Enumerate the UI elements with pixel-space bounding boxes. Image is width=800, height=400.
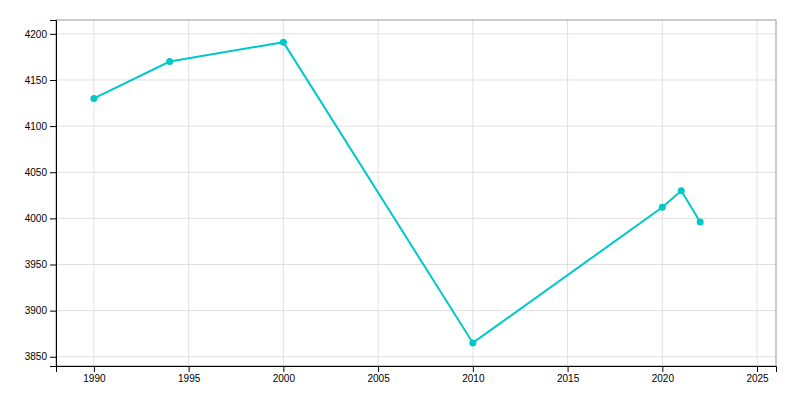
- y-tick-label: 4100: [25, 121, 48, 132]
- y-tick: 3950: [25, 259, 56, 270]
- x-tick-mark: [283, 366, 284, 372]
- y-tick: 4150: [25, 75, 56, 86]
- y-tick-label: 3900: [25, 305, 48, 316]
- grid-line-x: [662, 20, 663, 366]
- y-tick-mark: [50, 357, 56, 358]
- line: [94, 42, 700, 343]
- x-axis-line: [57, 367, 777, 373]
- x-tick: 2005: [367, 366, 390, 384]
- x-tick-label: 1990: [83, 373, 106, 384]
- x-tick: 1995: [178, 366, 201, 384]
- y-tick: 3850: [25, 351, 56, 362]
- y-tick-mark: [50, 80, 56, 81]
- y-tick-mark: [50, 218, 56, 219]
- x-axis: 1990 1995 2000 2005 2010 2015 2020 2025: [57, 366, 777, 384]
- y-tick-mark: [50, 265, 56, 266]
- x-tick-mark: [473, 366, 474, 372]
- y-tick: 4100: [25, 121, 56, 132]
- plot-frame: [56, 20, 776, 366]
- grid-line-y: [56, 33, 776, 34]
- y-tick-label: 4150: [25, 75, 48, 86]
- y-tick: 3900: [25, 305, 56, 316]
- y-tick-mark: [50, 126, 56, 127]
- y-tick-mark: [50, 34, 56, 35]
- x-tick-label: 2010: [462, 373, 485, 384]
- grid-line-y: [56, 264, 776, 265]
- point: [90, 95, 97, 102]
- grid-line-x: [472, 20, 473, 366]
- x-tick-mark: [189, 366, 190, 372]
- grid-line-y: [56, 218, 776, 219]
- x-tick: 2015: [557, 366, 580, 384]
- grid-line-x: [93, 20, 94, 366]
- chart-container: 1990 1995 2000 2005 2010 2015 2020 2025 3850 3900…: [0, 0, 800, 400]
- x-tick: 2025: [746, 366, 769, 384]
- chart: 1990 1995 2000 2005 2010 2015 2020 2025 3850 3900…: [0, 0, 800, 400]
- grid-line-x: [567, 20, 568, 366]
- y-axis: 3850 3900 3950 4000 4050 4100 4150 4200: [25, 21, 57, 367]
- y-tick: 4000: [25, 213, 56, 224]
- x-tick: 2000: [273, 366, 296, 384]
- point: [280, 39, 287, 46]
- grid-line-y: [56, 126, 776, 127]
- grid-line-x: [283, 20, 284, 366]
- grid: [56, 20, 776, 366]
- y-tick-label: 4200: [25, 29, 48, 40]
- y-tick-label: 3950: [25, 259, 48, 270]
- y-tick: 4200: [25, 29, 56, 40]
- grid-line-x: [757, 20, 758, 366]
- x-tick: 2020: [652, 366, 675, 384]
- x-tick-mark: [94, 366, 95, 372]
- grid-line-y: [56, 310, 776, 311]
- grid-line-y: [56, 79, 776, 80]
- x-tick-label: 2000: [273, 373, 296, 384]
- x-tick-label: 1995: [178, 373, 201, 384]
- series: [90, 39, 703, 347]
- x-tick-mark: [757, 366, 758, 372]
- y-tick-label: 4050: [25, 167, 48, 178]
- grid-line-y: [56, 356, 776, 357]
- y-tick-mark: [50, 311, 56, 312]
- y-tick-mark: [50, 172, 56, 173]
- x-tick-mark: [378, 366, 379, 372]
- x-tick-label: 2015: [557, 373, 580, 384]
- y-axis-line: [50, 21, 57, 367]
- point: [678, 187, 685, 194]
- grid-line-y: [56, 172, 776, 173]
- point: [659, 204, 666, 211]
- y-tick-label: 4000: [25, 213, 48, 224]
- y-tick-label: 3850: [25, 351, 48, 362]
- y-tick: 4050: [25, 167, 56, 178]
- plot: 1990 1995 2000 2005 2010 2015 2020 2025 3850 3900…: [25, 20, 777, 384]
- x-tick-label: 2020: [652, 373, 675, 384]
- x-tick: 2010: [462, 366, 485, 384]
- grid-line-x: [188, 20, 189, 366]
- x-tick-label: 2025: [746, 373, 769, 384]
- point: [697, 219, 704, 226]
- x-tick-label: 2005: [367, 373, 390, 384]
- x-tick-mark: [662, 366, 663, 372]
- x-tick: 1990: [83, 366, 106, 384]
- point: [469, 339, 476, 346]
- x-tick-mark: [568, 366, 569, 372]
- point: [166, 58, 173, 65]
